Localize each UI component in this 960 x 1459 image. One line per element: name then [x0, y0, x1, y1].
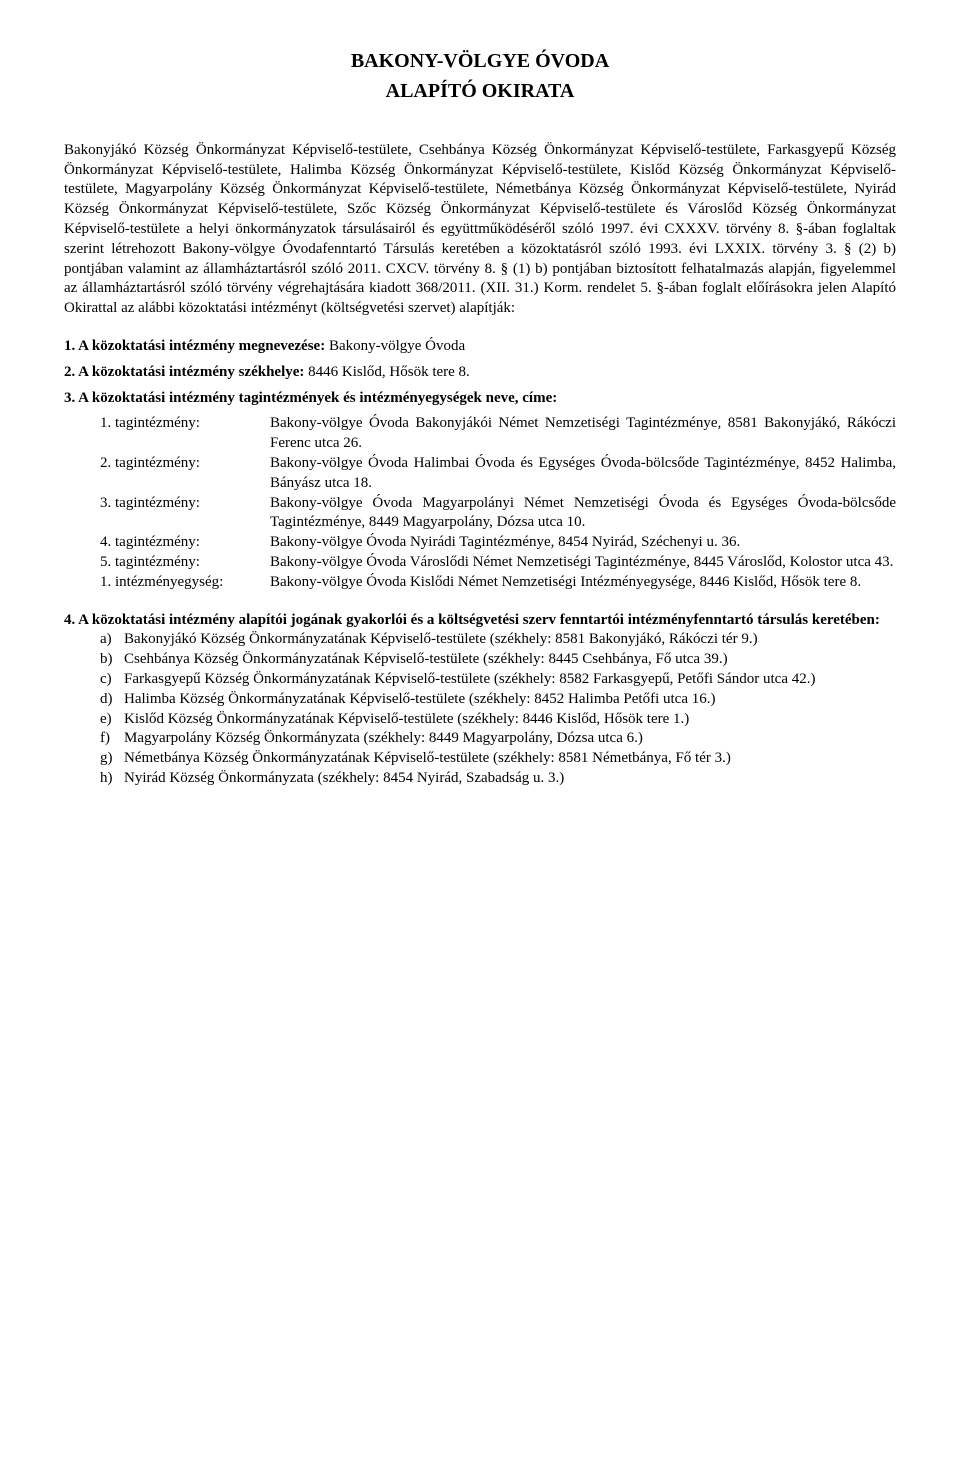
founder-item: h) Nyirád Község Önkormányzata (székhely…	[64, 769, 896, 789]
section-2: 2. A közoktatási intézmény székhelye: 84…	[64, 363, 896, 383]
founder-text: Halimba Község Önkormányzatának Képvisel…	[124, 690, 896, 710]
founder-item: a) Bakonyjákó Község Önkormányzatának Ké…	[64, 630, 896, 650]
founder-letter: e)	[64, 710, 124, 730]
section-4: 4. A közoktatási intézmény alapítói jogá…	[64, 611, 896, 789]
tag-row: 1. tagintézmény: Bakony-völgye Óvoda Bak…	[64, 414, 896, 454]
founder-item: g) Németbánya Község Önkormányzatának Ké…	[64, 749, 896, 769]
founder-letter: c)	[64, 670, 124, 690]
tag-row-value: Bakony-völgye Óvoda Bakonyjákói Német Ne…	[270, 414, 896, 454]
founder-letter: f)	[64, 729, 124, 749]
tag-row-label: 3. tagintézmény:	[64, 494, 270, 534]
founder-text: Kislőd Község Önkormányzatának Képviselő…	[124, 710, 896, 730]
tag-row-value: Bakony-völgye Óvoda Nyirádi Tagintézmény…	[270, 533, 896, 553]
tag-row-label: 1. intézményegység:	[64, 573, 270, 593]
tag-row: 3. tagintézmény: Bakony-völgye Óvoda Mag…	[64, 494, 896, 534]
section-1-label: 1. A közoktatási intézmény megnevezése:	[64, 338, 325, 354]
section-3-label: 3. A közoktatási intézmény tagintézménye…	[64, 390, 557, 406]
tag-row: 2. tagintézmény: Bakony-völgye Óvoda Hal…	[64, 454, 896, 494]
founder-letter: d)	[64, 690, 124, 710]
tag-row-value: Bakony-völgye Óvoda Városlődi Német Nemz…	[270, 553, 896, 573]
section-4-intro: 4. A közoktatási intézmény alapítói jogá…	[64, 611, 896, 631]
section-1-value: Bakony-völgye Óvoda	[325, 338, 465, 354]
founder-item: c) Farkasgyepű Község Önkormányzatának K…	[64, 670, 896, 690]
tag-row-value: Bakony-völgye Óvoda Kislődi Német Nemzet…	[270, 573, 896, 593]
founder-item: e) Kislőd Község Önkormányzatának Képvis…	[64, 710, 896, 730]
founder-item: f) Magyarpolány Község Önkormányzata (sz…	[64, 729, 896, 749]
section-2-label: 2. A közoktatási intézmény székhelye:	[64, 364, 304, 380]
founder-item: b) Csehbánya Község Önkormányzatának Kép…	[64, 650, 896, 670]
section-1: 1. A közoktatási intézmény megnevezése: …	[64, 337, 896, 357]
founder-letter: h)	[64, 769, 124, 789]
section-2-value: 8446 Kislőd, Hősök tere 8.	[304, 364, 469, 380]
section-3: 3. A közoktatási intézmény tagintézménye…	[64, 389, 896, 409]
founder-text: Nyirád Község Önkormányzata (székhely: 8…	[124, 769, 896, 789]
founder-text: Németbánya Község Önkormányzatának Képvi…	[124, 749, 896, 769]
tag-row-label: 4. tagintézmény:	[64, 533, 270, 553]
tag-row-label: 2. tagintézmény:	[64, 454, 270, 494]
founder-letter: g)	[64, 749, 124, 769]
founder-text: Magyarpolány Község Önkormányzata (székh…	[124, 729, 896, 749]
tag-row: 5. tagintézmény: Bakony-völgye Óvoda Vár…	[64, 553, 896, 573]
founder-text: Farkasgyepű Község Önkormányzatának Képv…	[124, 670, 896, 690]
tag-row: 4. tagintézmény: Bakony-völgye Óvoda Nyi…	[64, 533, 896, 553]
founder-text: Csehbánya Község Önkormányzatának Képvis…	[124, 650, 896, 670]
founder-text: Bakonyjákó Község Önkormányzatának Képvi…	[124, 630, 896, 650]
tag-list: 1. tagintézmény: Bakony-völgye Óvoda Bak…	[64, 414, 896, 592]
preamble-text: Bakonyjákó Község Önkormányzat Képviselő…	[64, 141, 896, 319]
founder-item: d) Halimba Község Önkormányzatának Képvi…	[64, 690, 896, 710]
tag-row-label: 5. tagintézmény:	[64, 553, 270, 573]
tag-row: 1. intézményegység: Bakony-völgye Óvoda …	[64, 573, 896, 593]
founder-letter: a)	[64, 630, 124, 650]
tag-row-value: Bakony-völgye Óvoda Magyarpolányi Német …	[270, 494, 896, 534]
founder-letter: b)	[64, 650, 124, 670]
doc-subtitle: ALAPÍTÓ OKIRATA	[64, 78, 896, 104]
doc-title: BAKONY-VÖLGYE ÓVODA	[64, 48, 896, 74]
tag-row-label: 1. tagintézmény:	[64, 414, 270, 454]
tag-row-value: Bakony-völgye Óvoda Halimbai Óvoda és Eg…	[270, 454, 896, 494]
